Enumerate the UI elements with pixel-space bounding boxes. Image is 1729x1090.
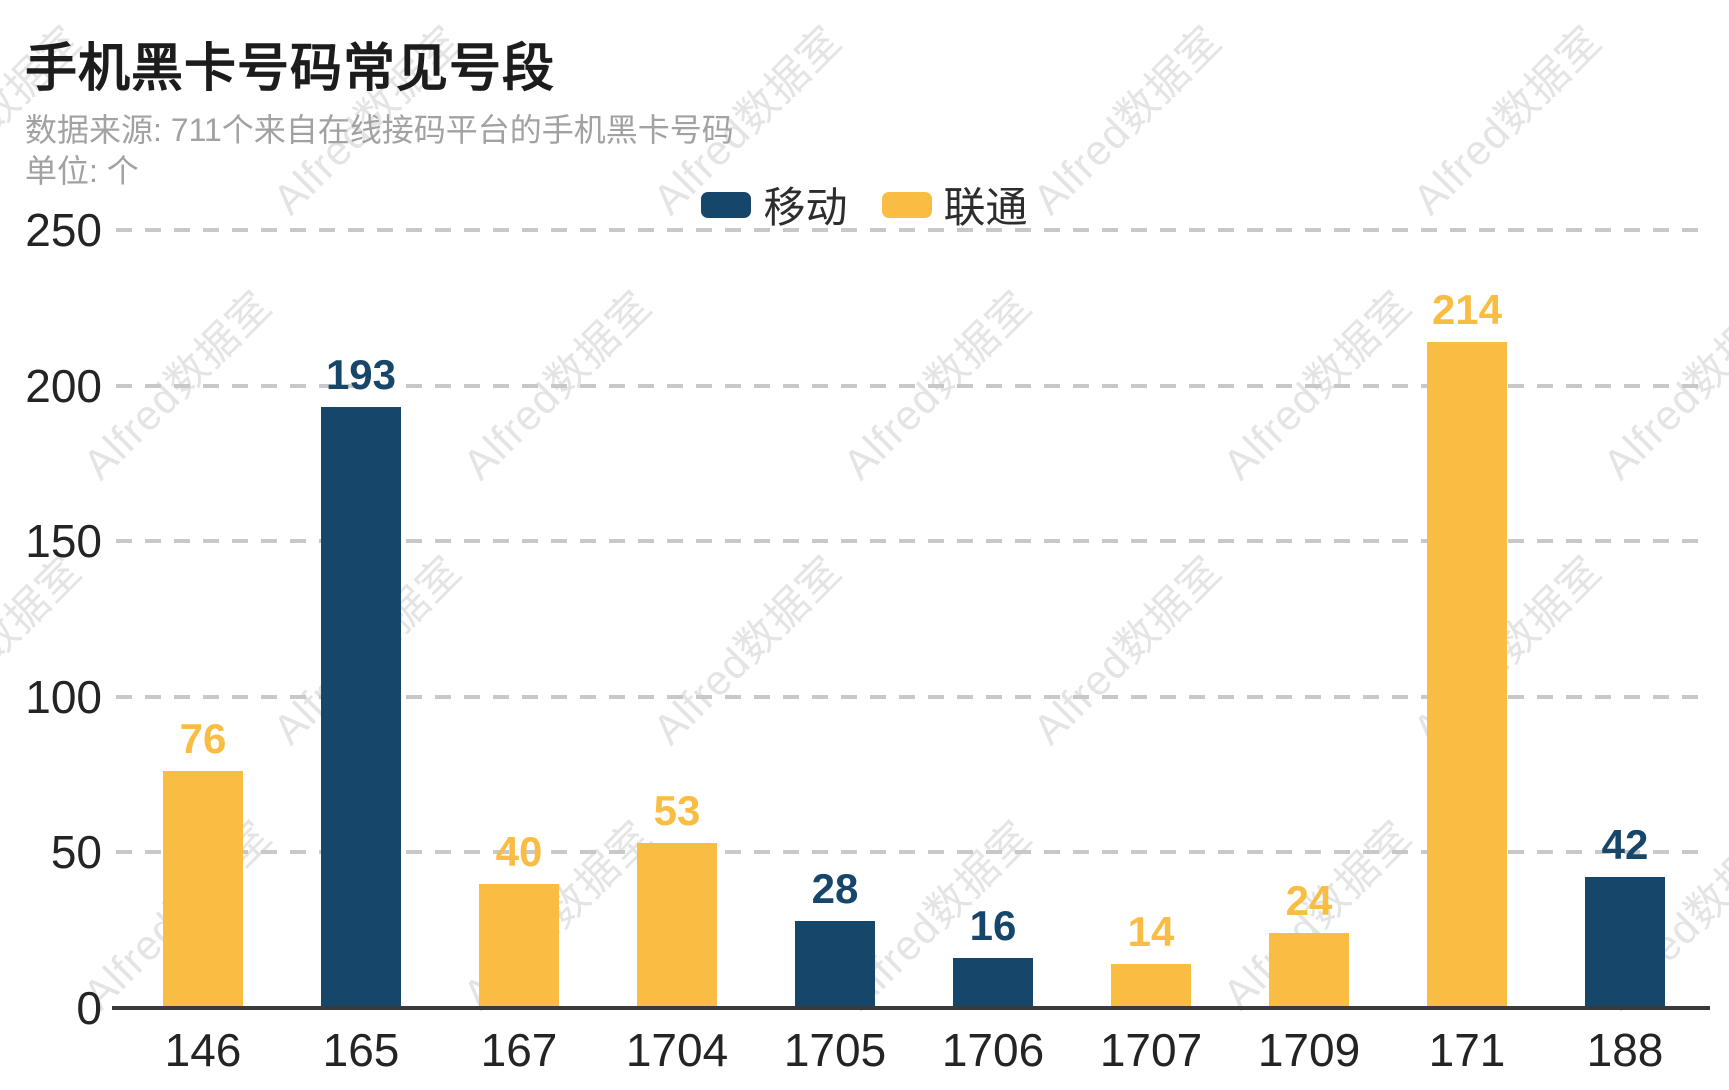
data-source-note: 数据来源: 711个来自在线接码平台的手机黑卡号码 [25,112,734,148]
legend-label-mobile: 移动 [763,184,848,231]
x-axis-line [112,1006,1710,1010]
legend-label-unicom: 联通 [943,184,1028,231]
value-label-165: 193 [325,351,397,399]
x-tick-label-1706: 1706 [941,1024,1045,1076]
value-label-167: 40 [495,827,543,875]
value-label-1707: 14 [1127,908,1175,956]
x-tick-label-146: 146 [164,1024,242,1076]
value-label-188: 42 [1601,821,1649,869]
bar-167 [479,883,559,1008]
x-tick-label-1704: 1704 [625,1024,729,1076]
x-tick-label-188: 188 [1586,1024,1664,1076]
x-tick-label-171: 171 [1428,1024,1506,1076]
y-tick-label-200: 200 [25,359,102,412]
y-tick-label-100: 100 [25,670,102,723]
y-tick-label-0: 0 [76,982,102,1034]
bar-146 [163,771,243,1008]
x-tick-label-167: 167 [480,1024,558,1076]
x-tick-label-1707: 1707 [1099,1024,1203,1076]
gridline-200 [116,383,1706,388]
x-tick-label-1705: 1705 [783,1024,887,1076]
bar-171 [1427,342,1507,1008]
bar-1706 [953,958,1033,1008]
y-tick-label-250: 250 [25,204,102,256]
value-label-1706: 16 [969,902,1017,950]
bar-1704 [637,843,717,1008]
x-tick-label-1709: 1709 [1257,1024,1361,1076]
y-tick-label-50: 50 [50,826,102,879]
legend-item-mobile: 移动 [701,174,848,235]
y-tick-label-150: 150 [25,515,102,568]
legend-item-unicom: 联通 [881,174,1028,235]
gridline-100 [116,694,1706,699]
bar-188 [1585,877,1665,1008]
legend-swatch-unicom [881,191,932,218]
gridline-150 [116,539,1706,544]
value-label-1709: 24 [1285,877,1333,925]
bar-1709 [1269,933,1349,1008]
bar-165 [321,407,401,1008]
gridline-50 [116,850,1706,855]
gridline-250 [116,228,1706,232]
value-label-1705: 28 [811,864,859,912]
value-label-146: 76 [179,715,227,763]
unit-label: 单位: 个 [25,153,139,190]
x-tick-label-165: 165 [322,1024,400,1076]
chart-header: 手机黑卡号码常见号段 数据来源: 711个来自在线接码平台的手机黑卡号码 单位:… [25,0,734,189]
value-label-1704: 53 [653,787,701,835]
value-label-171: 214 [1431,286,1503,334]
bar-1705 [795,920,875,1008]
chart-legend: 移动 联通 [0,174,1729,235]
chart-title: 手机黑卡号码常见号段 [25,40,556,98]
legend-swatch-mobile [701,191,752,218]
bar-1707 [1111,964,1191,1008]
